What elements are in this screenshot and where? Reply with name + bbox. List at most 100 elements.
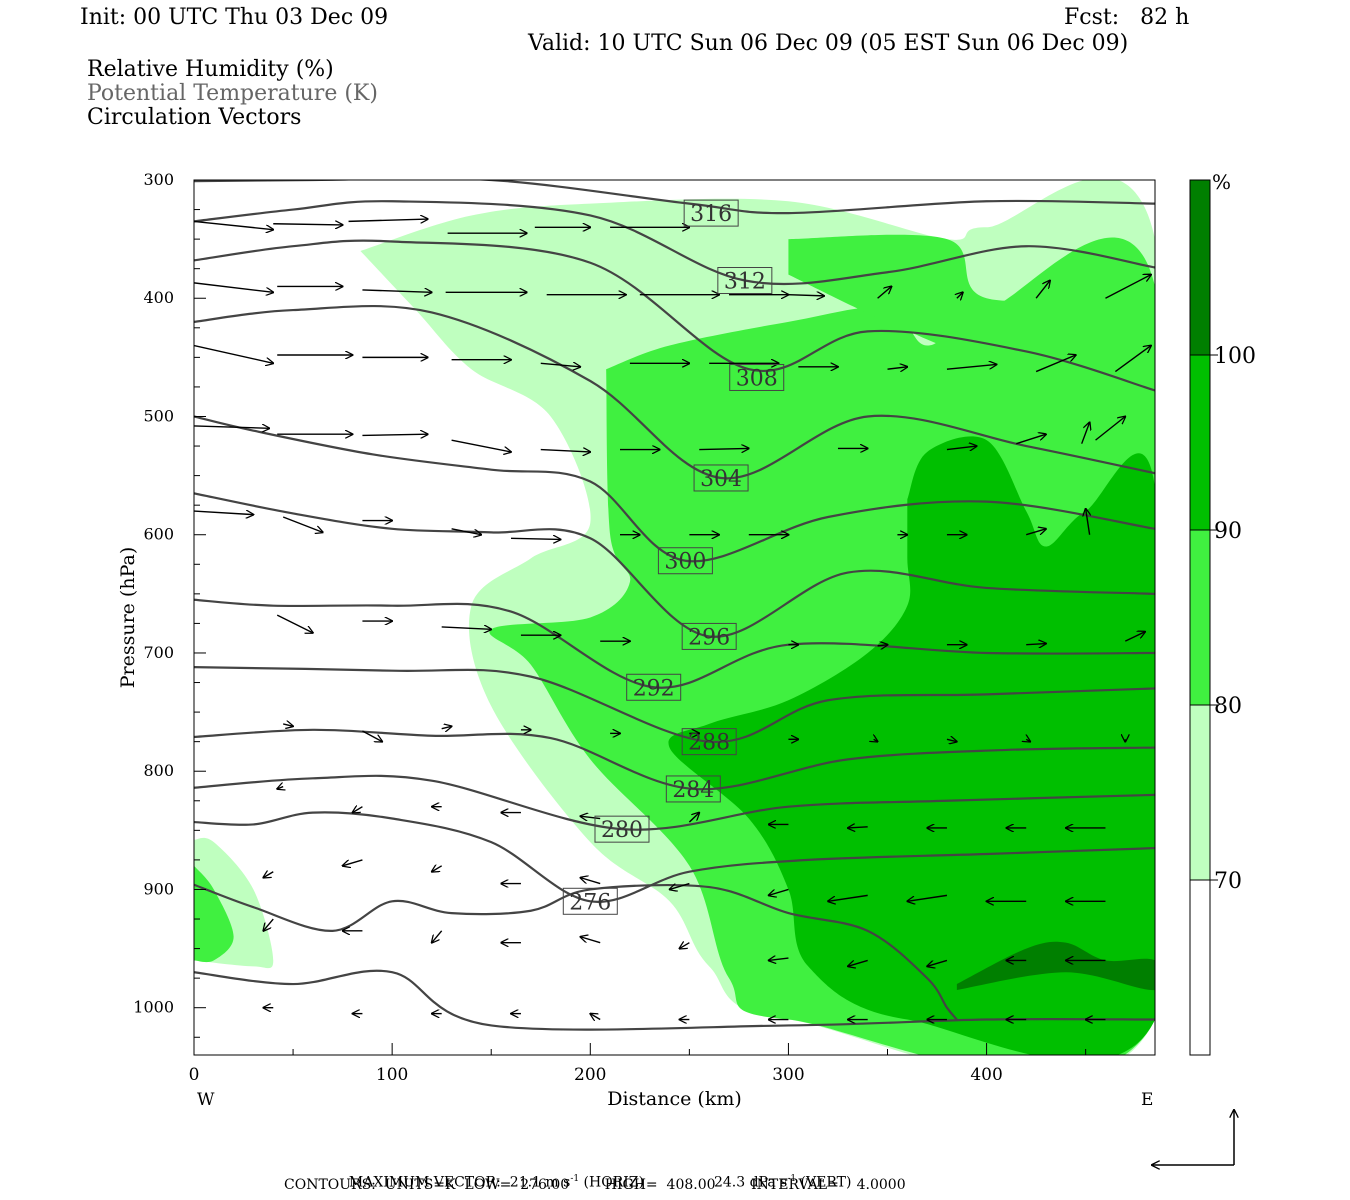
theta-label-308: 308 [729,363,785,391]
circulation-vector [362,290,431,292]
footer-vert: (VERT) [796,1174,852,1191]
circulation-vector [362,434,427,435]
circulation-vectors [194,219,1151,1020]
x-tick-label: 100 [376,1065,408,1085]
circulation-vector [194,282,273,292]
legend-rh: Relative Humidity (%) [87,57,334,82]
footer-contours: CONTOURS: UNITS=K LOW= 276.00 HIGH= 408.… [284,1177,906,1193]
footer-max-label: MAXIMUM VECTOR: 21.1 m s [348,1174,571,1191]
colorbar-label: 80 [1214,694,1242,719]
forecast-hour: Fcst: 82 h [1064,5,1190,30]
circulation-vector [451,439,511,452]
circulation-vector [353,807,363,813]
theta-label-text: 292 [633,676,675,701]
circulation-vector [1035,355,1076,373]
colorbar-segment [1189,879,1211,1056]
circulation-vector [194,220,273,229]
colorbar-segment [1189,179,1211,356]
circulation-vector [277,787,283,789]
theta-contour-316 [194,180,1155,215]
theta-label-box [665,775,721,803]
theta-contour-280 [194,774,1155,831]
theta-label-276: 276 [562,887,618,915]
theta-label-288: 288 [681,728,737,756]
legend-vectors: Circulation Vectors [87,105,302,130]
circulation-vector [194,511,253,515]
rh-region-100-6 [956,941,1155,990]
axes: 300 400 500 600 700 800 900 1000 0 100 200 300 400 W E… [117,170,1153,1110]
circulation-vector [362,730,382,742]
circulation-vector [946,364,997,370]
theta-label-text: 300 [664,550,706,575]
y-tick-label: 500 [143,406,174,425]
circulation-vector [432,930,443,943]
circulation-vector [283,724,293,726]
circulation-vector [1081,422,1090,444]
colorbar-label: 90 [1214,519,1242,544]
circulation-vector [441,726,452,728]
theta-contour-304 [194,304,1155,480]
theta-label-316: 316 [683,199,739,227]
circulation-vector [1016,434,1046,445]
theta-contours [194,180,1155,1031]
colorbar-segment [1189,529,1211,706]
theta-label-box [681,622,737,650]
circulation-vector [848,827,868,828]
circulation-vector [877,286,892,299]
circulation-vector [946,446,977,450]
circulation-vector [194,344,273,364]
y-tick-label: 600 [143,525,174,544]
footer-max-vector: MAXIMUM VECTOR: 21.1 m s-1 (HORIZ) 24.3 d… [340,1158,852,1191]
circulation-vector [1035,281,1050,299]
y-tick-label: 900 [143,879,174,898]
theta-label-text: 296 [688,625,730,650]
theta-label-box [681,728,737,756]
init-time: Init: 00 UTC Thu 03 Dec 09 [80,5,389,30]
circulation-vector [1086,509,1090,535]
legend-theta: Potential Temperature (K) [87,81,378,106]
theta-label-text: 284 [672,778,714,803]
x-tick-label: 400 [970,1065,1002,1085]
footer-sup-1: -1 [570,1174,580,1184]
circulation-vector [580,816,601,818]
circulation-vector [263,918,274,931]
plot-frame [193,179,1156,1056]
circulation-vector [946,739,957,741]
theta-labels: 316 312 308 304 300 296 292 288 284 280 276 [562,199,785,915]
theta-contour-292 [194,598,1155,689]
circulation-vector [887,367,908,369]
colorbar-label: 70 [1214,869,1242,894]
circulation-vector [580,937,601,944]
theta-label-280: 280 [594,815,650,843]
circulation-vector [348,219,428,221]
theta-label-text: 276 [569,890,611,915]
x-tick-label: 200 [574,1065,606,1085]
circulation-vector [907,894,948,901]
circulation-vector [263,872,274,878]
theta-label-text: 280 [601,818,643,843]
x-axis-title: Distance (km) [607,1088,742,1110]
theta-label-box [717,267,773,295]
east-label: E [1141,1090,1153,1110]
theta-label-box [626,673,682,701]
circulation-vector [769,958,789,960]
colorbar-segment [1189,354,1211,531]
circulation-vector [848,959,868,966]
circulation-vector [769,888,789,895]
theta-label-text: 308 [736,366,778,391]
x-tick-label: 0 [189,1065,200,1085]
circulation-vector [441,627,492,629]
theta-label-292: 292 [626,673,682,701]
theta-contour-288 [194,666,1155,743]
circulation-vector [877,645,888,646]
theta-contour-308 [194,239,1155,392]
circulation-vector [273,224,342,225]
theta-label-304: 304 [693,464,749,492]
valid-time: Valid: 10 UTC Sun 06 Dec 09 (05 EST Sun … [528,31,1129,56]
circulation-vector [540,363,581,367]
theta-label-text: 304 [700,467,742,492]
y-tick-label: 300 [143,170,174,189]
colorbar-segment [1189,704,1211,881]
circulation-vector [451,528,482,535]
footer-horiz: (HORIZ) [579,1174,644,1191]
